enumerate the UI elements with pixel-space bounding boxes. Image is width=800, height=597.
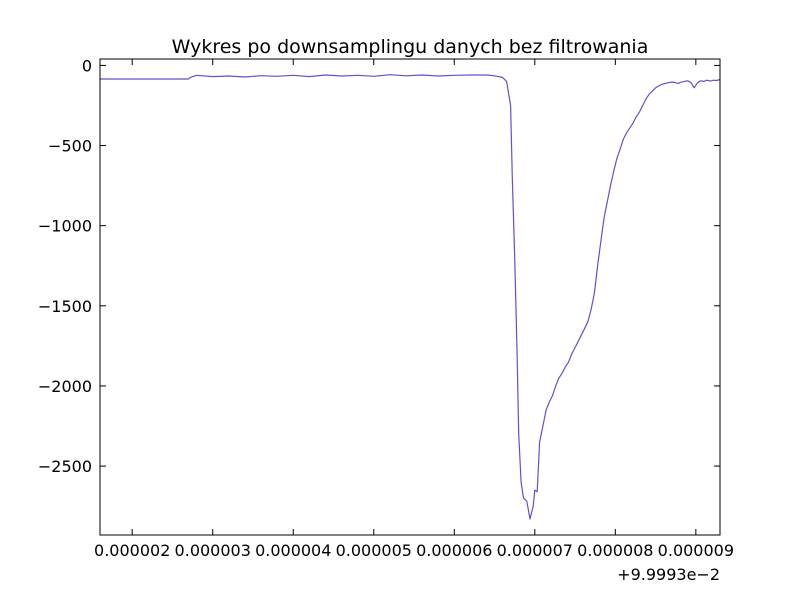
y-tick-label: −1000 [38, 217, 92, 236]
x-tick-label: 0.000003 [175, 541, 251, 560]
x-tick-label: 0.000002 [94, 541, 170, 560]
chart-title: Wykres po downsamplingu danych bez filtr… [172, 36, 649, 58]
x-axis: 0.000002 0.000003 0.000004 0.000005 0.000006… [94, 59, 734, 560]
y-axis: 0 −500 −1000 −1500 −2000 −2500 [38, 56, 720, 476]
x-offset-label: +9.9993e−2 [617, 565, 720, 584]
x-tick-label: 0.000009 [658, 541, 734, 560]
x-tick-label: 0.000004 [255, 541, 331, 560]
plot-area [100, 74, 721, 520]
x-tick-label: 0.000008 [577, 541, 653, 560]
y-tick-label: −2500 [38, 457, 92, 476]
y-tick-label: −500 [48, 137, 92, 156]
x-tick-label: 0.000005 [336, 541, 412, 560]
axes-frame [99, 58, 721, 536]
y-tick-label: −2000 [38, 377, 92, 396]
x-tick-label: 0.000006 [416, 541, 492, 560]
series-line [100, 74, 721, 520]
y-tick-label: −1500 [38, 297, 92, 316]
y-tick-label: 0 [82, 56, 92, 75]
x-tick-label: 0.000007 [497, 541, 573, 560]
